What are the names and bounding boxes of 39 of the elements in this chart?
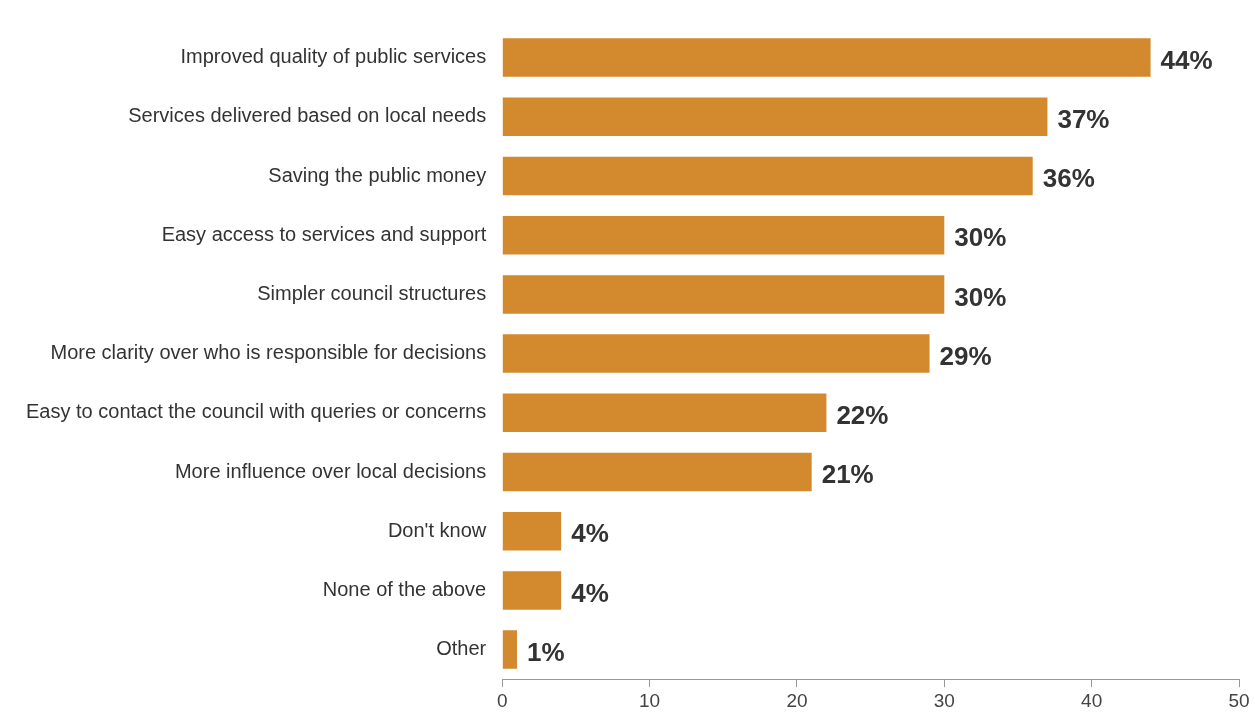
data-label: 44% bbox=[1160, 44, 1213, 75]
data-label: 30% bbox=[954, 281, 1007, 312]
bar bbox=[502, 275, 945, 314]
bar bbox=[502, 334, 930, 373]
y-tick-label: Improved quality of public services bbox=[180, 45, 487, 68]
data-label: 37% bbox=[1057, 103, 1110, 134]
data-label: 29% bbox=[939, 340, 992, 371]
y-tick-label: Saving the public money bbox=[268, 163, 487, 186]
data-label: 36% bbox=[1042, 163, 1095, 194]
bar bbox=[502, 571, 562, 610]
bar bbox=[502, 511, 562, 551]
y-tick-label: None of the above bbox=[322, 577, 487, 600]
y-tick-label: Services delivered based on local needs bbox=[128, 104, 487, 127]
bar bbox=[502, 38, 1151, 77]
bar bbox=[502, 452, 812, 492]
y-tick-label: Easy access to services and support bbox=[161, 222, 487, 245]
bar bbox=[502, 215, 945, 255]
y-tick-label: Simpler council structures bbox=[257, 281, 487, 304]
x-tick-label: 20 bbox=[786, 689, 808, 711]
x-tick-label: 0 bbox=[496, 689, 508, 711]
bar bbox=[502, 630, 517, 669]
y-tick-label: Don't know bbox=[387, 518, 487, 541]
y-tick-label: Other bbox=[436, 637, 487, 660]
x-tick-label: 40 bbox=[1081, 689, 1103, 711]
x-tick-label: 50 bbox=[1228, 689, 1250, 711]
data-label: 21% bbox=[821, 459, 874, 490]
y-tick-label: More influence over local decisions bbox=[174, 459, 487, 482]
bar bbox=[502, 393, 827, 433]
data-label: 1% bbox=[526, 636, 565, 667]
x-tick-label: 10 bbox=[639, 689, 661, 711]
data-label: 22% bbox=[836, 399, 889, 430]
y-tick-label: Easy to contact the council with queries or concerns bbox=[26, 400, 487, 423]
x-tick-label: 30 bbox=[933, 689, 955, 711]
bar bbox=[502, 97, 1048, 137]
data-label: 30% bbox=[954, 222, 1007, 253]
data-label: 4% bbox=[571, 577, 609, 608]
y-tick-label: More clarity over who is responsible for decisions bbox=[50, 341, 487, 364]
data-label: 4% bbox=[571, 518, 609, 549]
bar bbox=[502, 156, 1033, 196]
